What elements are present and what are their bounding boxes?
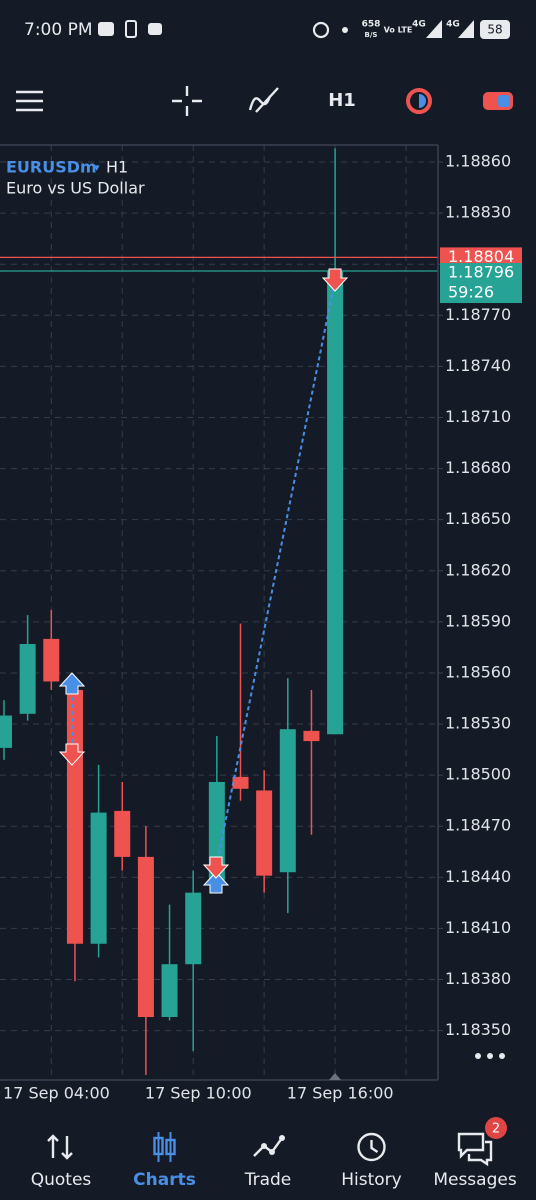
nav-1[interactable]: Charts [133, 1132, 196, 1190]
x-tick-label: 17 Sep 10:00 [145, 1084, 252, 1103]
trade-button[interactable] [483, 92, 513, 110]
symbol-description: Euro vs US Dollar [6, 179, 145, 198]
nav-icon [457, 1132, 485, 1159]
status-speed-unit: B/S [365, 31, 378, 39]
nav-icon [165, 1138, 176, 1156]
y-tick-label: 1.18590 [445, 611, 511, 630]
status-battery-level: 58 [487, 23, 502, 37]
nav-4[interactable]: Messages 2 [433, 1117, 517, 1190]
status-speed: 658 [362, 20, 381, 30]
candle-body [208, 781, 225, 881]
nav-2[interactable]: Trade [244, 1135, 292, 1190]
trade-markers [58, 268, 349, 894]
price-label-box [440, 247, 522, 268]
y-tick-label: 1.18380 [445, 969, 511, 988]
candle-body [161, 964, 178, 1017]
nav-icon [370, 1140, 379, 1153]
time-marker [329, 1073, 341, 1080]
symbol[interactable]: EURUSDm [6, 158, 97, 177]
candle-countdown: 59:26 [448, 283, 494, 302]
status-icon [125, 20, 137, 38]
y-tick-label: 1.18620 [445, 560, 511, 579]
y-tick-label: 1.18740 [445, 356, 511, 375]
status-net: Vo LTE [384, 26, 413, 35]
crosshair-button[interactable] [172, 86, 202, 116]
y-tick-label: 1.18350 [445, 1020, 511, 1039]
objects-button[interactable] [406, 88, 432, 114]
more-button[interactable] [475, 1053, 505, 1059]
status-signal [458, 20, 474, 38]
status-alarm [312, 21, 330, 39]
symbol-dropdown[interactable]: ▾ [94, 161, 100, 174]
candle-body [43, 638, 60, 682]
nav-badge-count: 2 [492, 1122, 500, 1137]
nav-0[interactable]: Quotes [31, 1134, 92, 1190]
y-tick-label: 1.18560 [445, 662, 511, 681]
y-tick-label: 1.18680 [445, 458, 511, 477]
nav-label: Trade [244, 1170, 292, 1190]
candle-body [256, 790, 273, 876]
nav-icon [467, 1140, 493, 1167]
timeframe-button[interactable]: H1 [328, 90, 356, 111]
nav-3[interactable]: History [341, 1132, 402, 1190]
nav-icon [153, 1136, 164, 1156]
y-tick-label: 1.18650 [445, 509, 511, 528]
y-tick-label: 1.18830 [445, 203, 511, 222]
nav-label: Quotes [31, 1170, 92, 1190]
status-signal [426, 20, 442, 38]
candle-body [0, 715, 12, 748]
chart[interactable] [0, 145, 443, 1080]
nav-label: History [341, 1170, 401, 1190]
price-label-box [440, 263, 522, 304]
nav-badge [485, 1117, 507, 1139]
nav-icon [47, 1134, 73, 1160]
nav-icon [269, 1149, 275, 1155]
nav-icon [253, 1137, 283, 1157]
y-tick-label: 1.18410 [445, 918, 511, 937]
y-tick-label: 1.18860 [445, 152, 511, 171]
menu-button[interactable] [16, 90, 43, 112]
x-tick-label: 17 Sep 04:00 [3, 1084, 110, 1103]
nav-label: Charts [133, 1170, 196, 1190]
x-tick-label: 17 Sep 16:00 [287, 1084, 394, 1103]
indicators-button[interactable] [248, 87, 279, 113]
nav-label: Messages [433, 1170, 517, 1190]
candle-body [303, 730, 320, 742]
status-icon [98, 22, 114, 36]
candle-body [232, 776, 249, 789]
candle-body [137, 856, 154, 1017]
candle-body [279, 729, 296, 873]
status-net: 4G [412, 20, 426, 30]
candle-body [327, 271, 344, 735]
candle-body [66, 689, 83, 944]
price-label: 1.18804 [448, 247, 514, 266]
y-tick-label: 1.18710 [445, 407, 511, 426]
y-tick-label: 1.18770 [445, 305, 511, 324]
y-tick-label: 1.18470 [445, 816, 511, 835]
nav-icon [357, 1132, 386, 1162]
y-tick-label: 1.18500 [445, 765, 511, 784]
candle-body [19, 644, 36, 714]
nav-icon [279, 1135, 285, 1141]
status-hotspot [342, 27, 348, 33]
candle-body [185, 892, 202, 965]
candle-body [114, 810, 131, 857]
chart-timeframe: H1 [106, 158, 128, 177]
price-label: 1.18796 [448, 263, 514, 282]
bottom-nav: Quotes Charts Trade History Messages 2 [31, 1117, 517, 1190]
nav-icon [261, 1143, 267, 1149]
status-icon [148, 23, 162, 35]
status-time: 7:00 PM [24, 20, 93, 40]
status-net: 4G [446, 20, 460, 30]
y-tick-label: 1.18440 [445, 867, 511, 886]
y-tick-label: 1.18530 [445, 714, 511, 733]
candle-body [90, 812, 107, 944]
status-battery [480, 20, 510, 39]
